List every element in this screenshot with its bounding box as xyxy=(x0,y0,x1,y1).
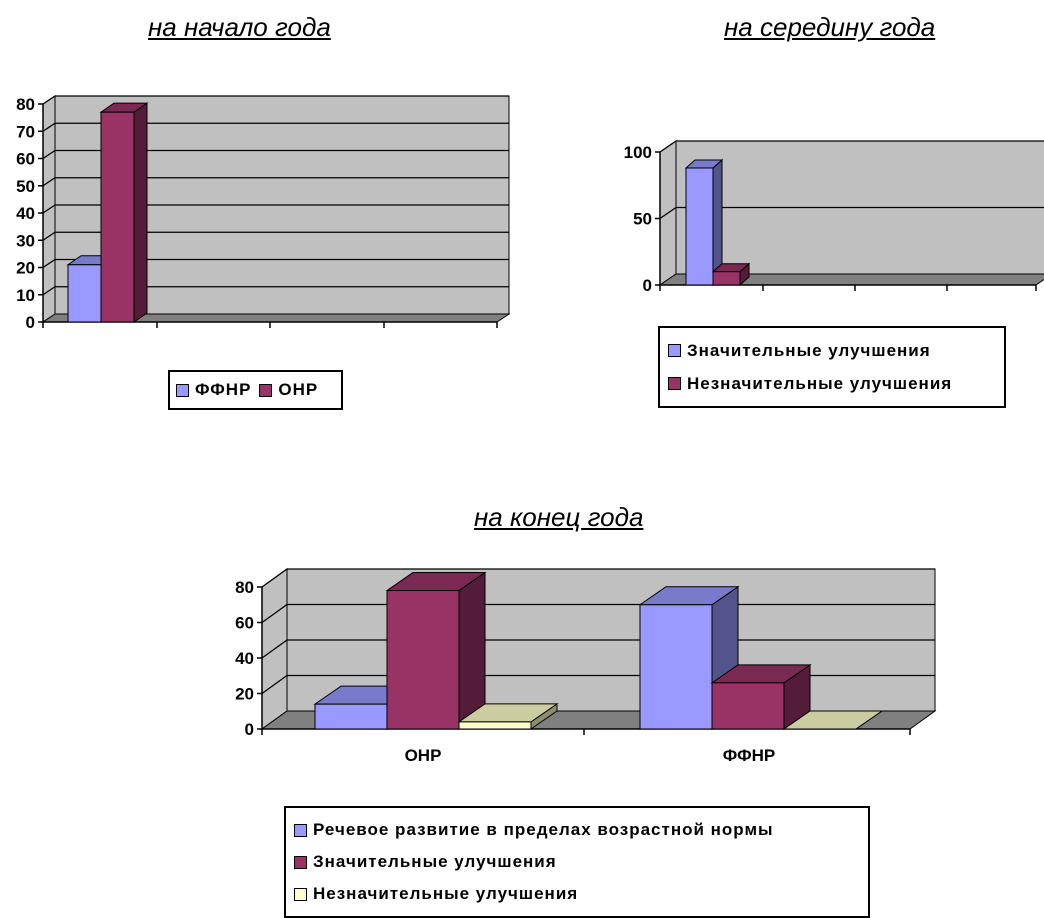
chart-gridline xyxy=(42,177,509,187)
bar-front xyxy=(67,264,102,323)
chart-category-label: ФФНР xyxy=(723,746,775,765)
chart-y-tick-label: 40 xyxy=(235,649,254,668)
chart-gridline xyxy=(42,204,509,214)
chart-gridline xyxy=(42,95,509,105)
chart2-plot: 0 50 100 xyxy=(624,140,1044,295)
chart-y-tick-label: 100 xyxy=(624,143,652,162)
legend-swatch-ffnr xyxy=(176,383,189,397)
chart-gridline xyxy=(42,258,509,269)
chart-y-tick-label: 0 xyxy=(26,313,35,332)
bar-front xyxy=(386,590,460,730)
bar-3-1-0 xyxy=(638,585,740,730)
chart-gridline xyxy=(42,122,509,132)
bar-front xyxy=(639,604,713,730)
chart-gridline xyxy=(42,286,509,296)
chart-y-tick-label: 20 xyxy=(16,259,35,278)
chart2-legend: Значительные улучшения Незначительные ул… xyxy=(658,326,1006,408)
chart-gridline xyxy=(659,140,1044,153)
bar-1-0-1 xyxy=(99,102,149,323)
chart2-legend-item-insignificant: Незначительные улучшения xyxy=(668,374,996,394)
chart-gridline xyxy=(659,206,1044,220)
chart1-plot: 0 10 20 30 40 50 60 70 80 xyxy=(16,95,511,332)
chart3-legend-item-significant: Значительные улучшения xyxy=(294,852,860,872)
chart-y-tick-label: 0 xyxy=(245,720,254,739)
legend-label-onr: ОНР xyxy=(278,380,319,399)
bar-front xyxy=(458,721,532,730)
legend-swatch-insignificant-3 xyxy=(294,887,307,901)
legend-label-insignificant-3: Незначительные улучшения xyxy=(313,884,579,903)
chart-y-tick-label: 80 xyxy=(235,578,254,597)
chart1-title: на начало года xyxy=(148,12,331,42)
chart1-legend-item-ffnr: ФФНР xyxy=(176,380,251,400)
legend-label-insignificant: Незначительные улучшения xyxy=(687,373,953,393)
legend-label-significant: Значительные улучшения xyxy=(687,340,931,360)
chart-y-tick-label: 20 xyxy=(235,685,254,704)
legend-swatch-norm xyxy=(294,823,307,837)
chart-gridline xyxy=(42,231,509,241)
bar-front xyxy=(100,111,135,323)
bar-front xyxy=(314,703,388,730)
bar-3-0-1 xyxy=(385,571,487,730)
bar-3-0-2 xyxy=(457,702,559,730)
chart2-legend-item-significant: Значительные улучшения xyxy=(668,341,996,361)
legend-label-significant-3: Значительные улучшения xyxy=(313,852,557,871)
chart-y-tick-label: 0 xyxy=(643,276,652,295)
chart-y-tick-label: 10 xyxy=(16,286,35,305)
chart3-plot: 0 20 40 60 80 ОНР ФФНР xyxy=(235,568,937,765)
bar-3-1-2 xyxy=(782,710,884,730)
bar-3-1-1 xyxy=(710,663,812,730)
chart-y-tick-label: 80 xyxy=(16,95,35,114)
chart2-title: на середину года xyxy=(724,12,936,42)
legend-swatch-insignificant xyxy=(668,377,681,390)
chart-y-tick-label: 70 xyxy=(16,122,35,141)
bar-front xyxy=(712,271,741,286)
chart-y-tick-label: 40 xyxy=(16,204,35,223)
bar-top xyxy=(782,710,884,730)
chart3-legend-item-norm: Речевое развитие в пределах возрастной н… xyxy=(294,820,860,840)
legend-label-norm: Речевое развитие в пределах возрастной н… xyxy=(313,820,774,839)
chart1-legend: ФФНР ОНР xyxy=(168,370,343,410)
chart-gridline xyxy=(261,568,935,588)
chart1-legend-item-onr: ОНР xyxy=(259,380,318,400)
bar-side xyxy=(133,102,148,323)
bar-front xyxy=(711,682,785,730)
chart-gridline xyxy=(42,149,509,160)
chart3-title: на конец года xyxy=(474,502,644,532)
chart-category-label: ОНР xyxy=(405,746,442,765)
chart-y-tick-label: 50 xyxy=(16,177,35,196)
legend-swatch-significant-3 xyxy=(294,855,307,869)
bar-2-0-0 xyxy=(684,158,724,287)
chart3-legend-item-insignificant: Незначительные улучшения xyxy=(294,884,860,904)
legend-label-ffnr: ФФНР xyxy=(195,380,252,399)
bar-2-0-1 xyxy=(711,262,751,287)
chart-y-tick-label: 60 xyxy=(235,614,254,633)
legend-swatch-onr xyxy=(259,383,273,397)
chart-y-tick-label: 60 xyxy=(16,150,35,169)
chart-y-tick-label: 30 xyxy=(16,231,35,250)
chart3-legend: Речевое развитие в пределах возрастной н… xyxy=(284,806,870,918)
chart-y-tick-label: 50 xyxy=(633,210,652,229)
bar-front xyxy=(685,167,714,286)
bar-side xyxy=(458,571,486,730)
legend-swatch-significant xyxy=(668,344,681,357)
